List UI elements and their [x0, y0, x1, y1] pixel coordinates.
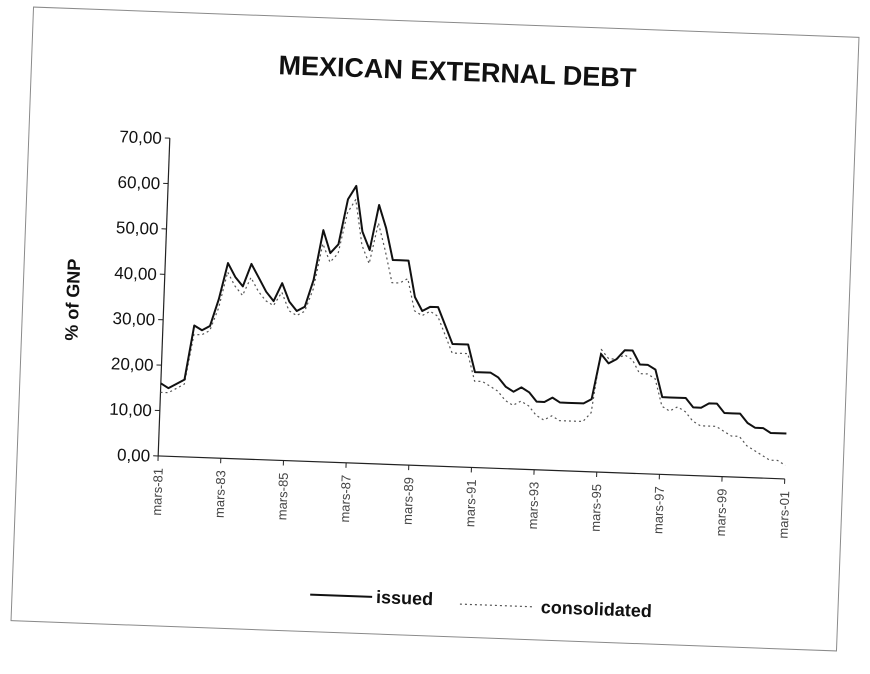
y-tick-label: 40,00 — [114, 264, 157, 285]
x-tick-label: mars-95 — [588, 484, 605, 532]
x-tick-label: mars-97 — [650, 486, 667, 534]
x-tick-label: mars-87 — [337, 475, 354, 523]
x-tick-label: mars-99 — [713, 488, 730, 536]
y-tick-label: 30,00 — [112, 309, 155, 330]
legend-label-issued: issued — [376, 587, 434, 609]
y-tick-label: 50,00 — [116, 218, 159, 239]
x-tick-label: mars-81 — [149, 468, 166, 516]
chart-frame — [11, 7, 859, 651]
x-tick-label: mars-83 — [212, 470, 229, 518]
y-tick-label: 20,00 — [111, 354, 154, 375]
y-tick-label: 10,00 — [109, 400, 152, 421]
x-tick-label: mars-85 — [274, 472, 291, 520]
x-tick-label: mars-89 — [400, 477, 417, 525]
x-tick-label: mars-91 — [462, 479, 479, 527]
y-tick-label: 0,00 — [117, 445, 151, 465]
x-tick-label: mars-01 — [776, 491, 793, 539]
x-tick-label: mars-93 — [525, 481, 542, 529]
y-tick-label: 70,00 — [119, 127, 162, 148]
legend-label-consolidated: consolidated — [541, 597, 653, 621]
y-axis-label: % of GNP — [61, 258, 84, 341]
y-tick-label: 60,00 — [117, 173, 160, 194]
